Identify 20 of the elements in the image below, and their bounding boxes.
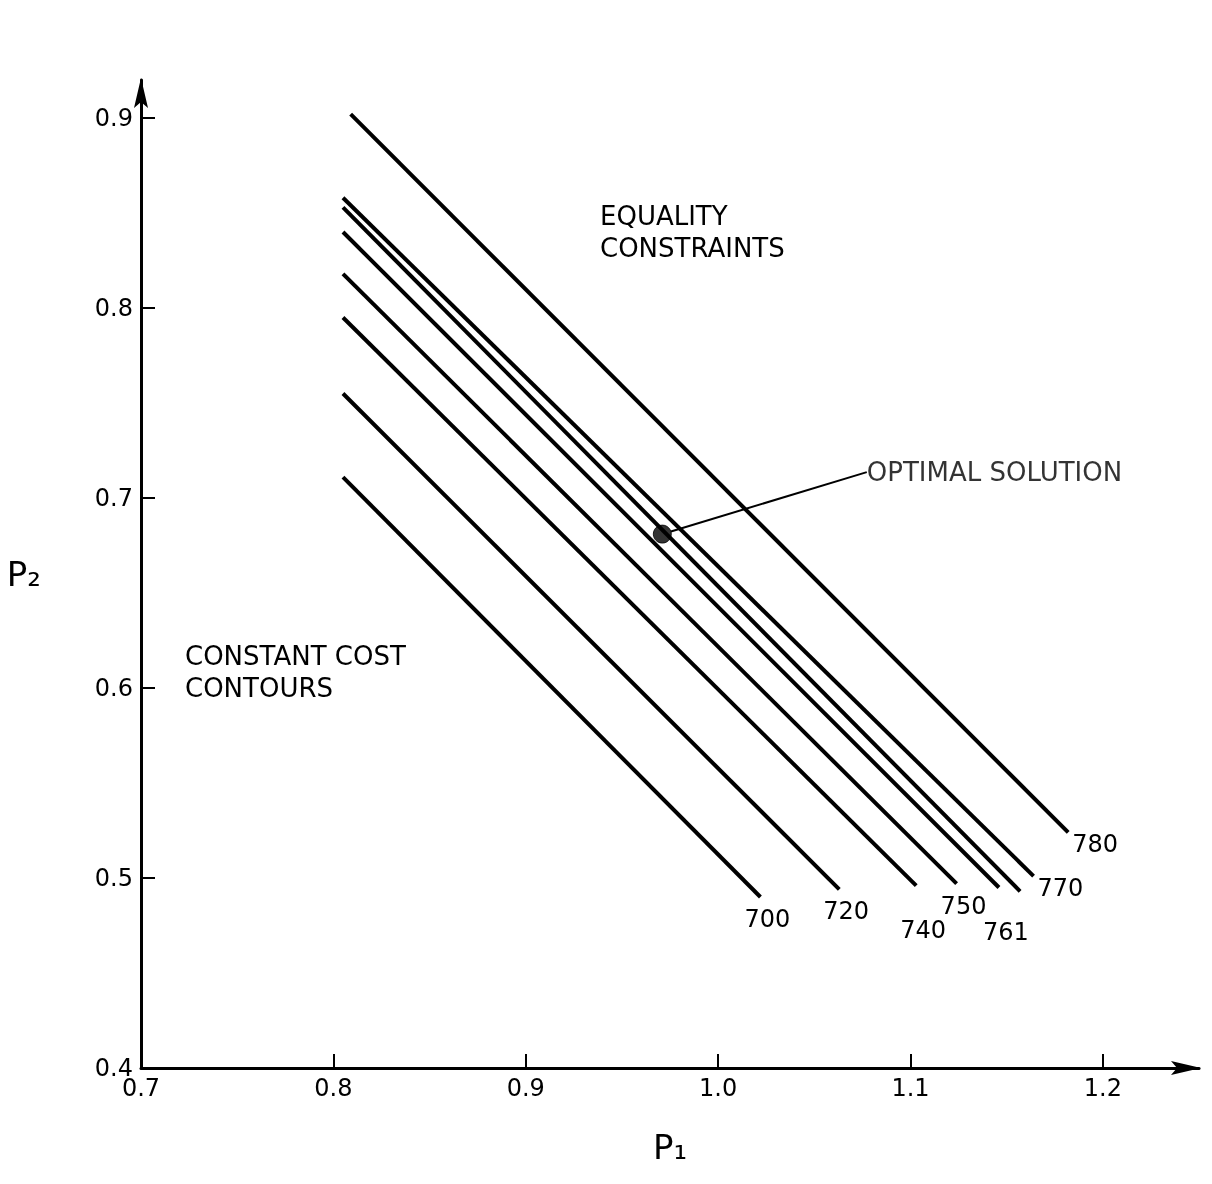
series-label: 700 xyxy=(744,905,791,933)
series-label: 720 xyxy=(823,897,870,926)
x-tick-label: 1.0 xyxy=(699,1074,738,1102)
x-tick-label: 0.9 xyxy=(506,1074,545,1102)
annotation: OPTIMAL SOLUTION xyxy=(866,457,1123,488)
x-axis-title: P₁ xyxy=(652,1127,688,1167)
x-tick-label: 1.2 xyxy=(1083,1074,1122,1102)
series-label: 770 xyxy=(1037,874,1084,903)
series-label: 761 xyxy=(982,917,1029,946)
annotation: CONSTANT COST CONTOURS xyxy=(185,641,415,703)
series-label: 780 xyxy=(1072,830,1119,859)
y-tick-label: 0.7 xyxy=(94,484,133,512)
y-tick-label: 0.8 xyxy=(94,294,133,322)
y-tick-label: 0.5 xyxy=(94,864,133,892)
y-axis-title: P₂ xyxy=(6,554,41,594)
x-tick-label: 1.1 xyxy=(891,1074,930,1102)
y-tick-label: 0.6 xyxy=(94,674,133,702)
y-tick-label: 0.9 xyxy=(94,104,133,132)
x-tick-label: 0.8 xyxy=(314,1074,353,1102)
annotation: EQUALITY CONSTRAINTS xyxy=(600,201,785,263)
